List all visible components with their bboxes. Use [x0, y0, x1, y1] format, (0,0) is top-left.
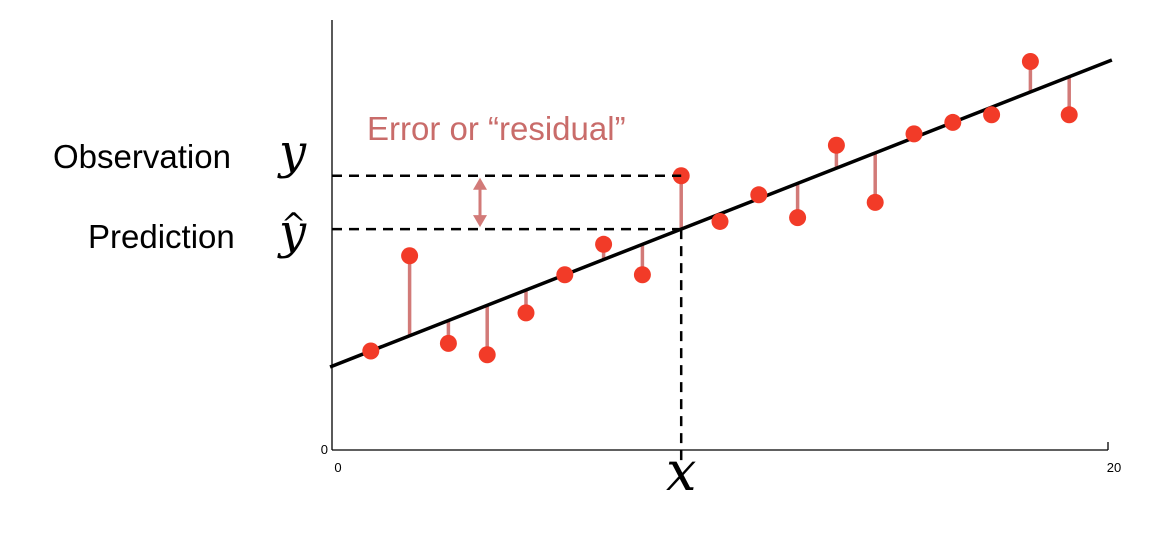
data-point [478, 346, 496, 364]
data-point [556, 266, 574, 284]
y-tick-label: 0 [321, 442, 328, 457]
data-point [905, 125, 923, 143]
data-point [827, 136, 845, 154]
prediction-symbol: y [277, 204, 307, 260]
data-point [1060, 106, 1078, 124]
data-point [439, 334, 457, 352]
x-axis-label: x [666, 440, 696, 503]
x-tick-label: 20 [1107, 460, 1121, 475]
data-point [866, 193, 884, 211]
data-point [789, 209, 807, 227]
prediction-hat: ^ [281, 207, 306, 242]
data-point [633, 266, 651, 284]
error-label: Error or “residual” [367, 110, 626, 147]
prediction-label: Prediction [88, 218, 235, 255]
data-point [401, 247, 419, 265]
data-point [517, 304, 535, 322]
data-point [750, 186, 768, 204]
observation-symbol: y [277, 124, 307, 180]
data-points [362, 52, 1078, 364]
x-tick-label: 0 [334, 460, 341, 475]
data-point [711, 212, 729, 230]
data-point [983, 106, 1001, 124]
data-point [1021, 52, 1039, 70]
data-point [595, 235, 613, 253]
data-point [944, 113, 962, 131]
data-point [362, 342, 380, 360]
observation-label: Observation [53, 138, 231, 175]
error-arrow [473, 177, 487, 228]
